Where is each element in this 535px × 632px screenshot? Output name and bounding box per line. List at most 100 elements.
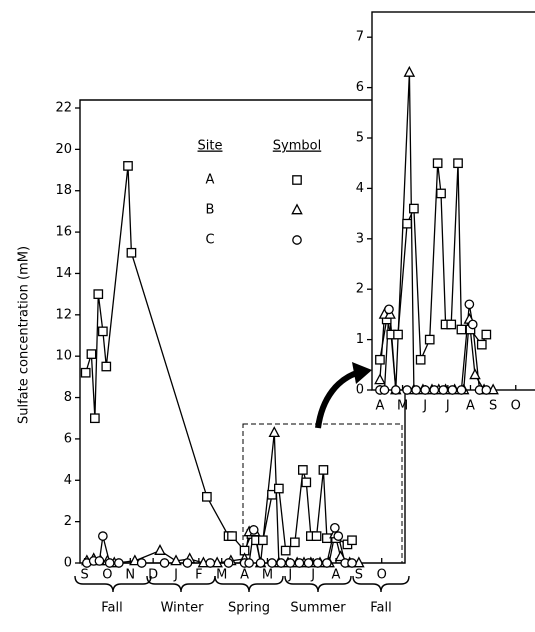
x-tick-label: J	[422, 399, 427, 414]
y-tick-label: 8	[64, 390, 72, 405]
marker-triangle	[291, 203, 303, 215]
marker-circle	[292, 235, 302, 245]
main-chart: Sulfate concentration (mM) Site Symbol 0…	[17, 99, 410, 616]
x-tick-label: J	[287, 568, 292, 583]
y-tick-label: 5	[356, 131, 364, 146]
marker-square	[258, 535, 268, 546]
x-tick-label: F	[195, 568, 202, 583]
y-axis-label: Sulfate concentration (mM)	[17, 246, 32, 424]
y-tick-label: 0	[356, 383, 364, 398]
season-label: Spring	[228, 601, 270, 616]
x-tick-label: J	[173, 568, 178, 583]
marker-circle	[467, 319, 478, 330]
marker-circle	[182, 558, 193, 568]
y-tick-label: 2	[356, 282, 364, 297]
marker-circle	[276, 558, 286, 568]
marker-circle	[429, 385, 440, 395]
marker-circle	[114, 558, 124, 568]
marker-square	[86, 349, 97, 359]
y-tick-label: 22	[55, 101, 72, 116]
marker-triangle	[374, 373, 386, 385]
marker-circle	[303, 558, 314, 568]
season-label: Fall	[370, 601, 391, 616]
x-tick-label: A	[332, 568, 341, 583]
x-tick-label: J	[310, 568, 315, 583]
marker-square	[202, 491, 212, 502]
marker-circle	[420, 385, 431, 395]
marker-circle	[312, 558, 323, 568]
marker-circle	[402, 385, 412, 395]
season-brace	[146, 575, 216, 593]
legend-header: Symbol	[273, 139, 321, 154]
x-tick-label: S	[80, 568, 88, 583]
marker-circle	[205, 558, 216, 568]
marker-circle	[447, 385, 458, 395]
marker-square	[80, 367, 91, 378]
x-tick-label: M	[397, 399, 408, 414]
marker-square	[402, 218, 412, 229]
marker-square	[93, 289, 104, 299]
marker-circle	[438, 385, 449, 395]
marker-circle	[481, 385, 492, 395]
marker-triangle	[403, 65, 416, 77]
y-tick-label: 6	[356, 80, 364, 95]
season-label: Winter	[161, 601, 205, 616]
legend-label: A	[206, 173, 215, 188]
marker-square	[267, 489, 277, 500]
x-tick-label: A	[240, 568, 249, 583]
y-tick-label: 1	[356, 332, 364, 347]
season-brace	[352, 575, 410, 593]
marker-circle	[244, 558, 254, 568]
marker-circle	[294, 558, 305, 568]
y-tick-label: 12	[55, 307, 72, 322]
season-brace	[284, 575, 352, 593]
x-tick-label: A	[466, 399, 475, 414]
marker-circle	[159, 558, 170, 568]
marker-circle	[379, 385, 390, 395]
marker-circle	[104, 558, 115, 568]
x-tick-label: O	[377, 568, 387, 583]
marker-circle	[322, 558, 332, 568]
y-tick-label: 14	[55, 266, 72, 281]
marker-square	[101, 361, 112, 372]
marker-square	[432, 158, 443, 169]
y-tick-label: 7	[356, 30, 364, 45]
marker-circle	[333, 531, 344, 541]
x-tick-label: S	[489, 399, 497, 414]
y-tick-label: 4	[64, 473, 72, 488]
marker-square	[280, 545, 291, 556]
marker-square	[424, 334, 435, 345]
marker-square	[415, 354, 426, 365]
x-tick-label: J	[445, 399, 450, 414]
x-tick-label: M	[262, 568, 273, 583]
marker-triangle	[268, 426, 281, 438]
marker-circle	[98, 531, 108, 541]
y-tick-label: 20	[55, 142, 72, 157]
marker-square	[409, 203, 419, 214]
marker-square	[436, 188, 446, 199]
season-brace	[74, 575, 152, 593]
legend-header: Site	[198, 139, 223, 154]
x-tick-label: O	[511, 399, 521, 414]
marker-circle	[267, 558, 277, 568]
season-label: Summer	[290, 601, 346, 616]
marker-circle	[255, 558, 266, 568]
marker-square	[393, 329, 403, 340]
marker-square	[227, 531, 237, 541]
marker-circle	[248, 525, 259, 535]
marker-square	[292, 175, 302, 185]
marker-square	[274, 483, 284, 494]
arrow-head	[352, 362, 372, 384]
season-label: Fall	[101, 601, 122, 616]
marker-square	[98, 326, 108, 337]
x-tick-label: S	[355, 568, 363, 583]
marker-circle	[94, 556, 105, 566]
marker-square	[126, 247, 137, 258]
x-tick-label: M	[216, 568, 227, 583]
marker-triangle	[170, 554, 182, 566]
x-tick-label: A	[375, 399, 384, 414]
marker-circle	[390, 385, 401, 395]
y-tick-label: 2	[64, 514, 72, 529]
y-tick-label: 18	[55, 183, 72, 198]
